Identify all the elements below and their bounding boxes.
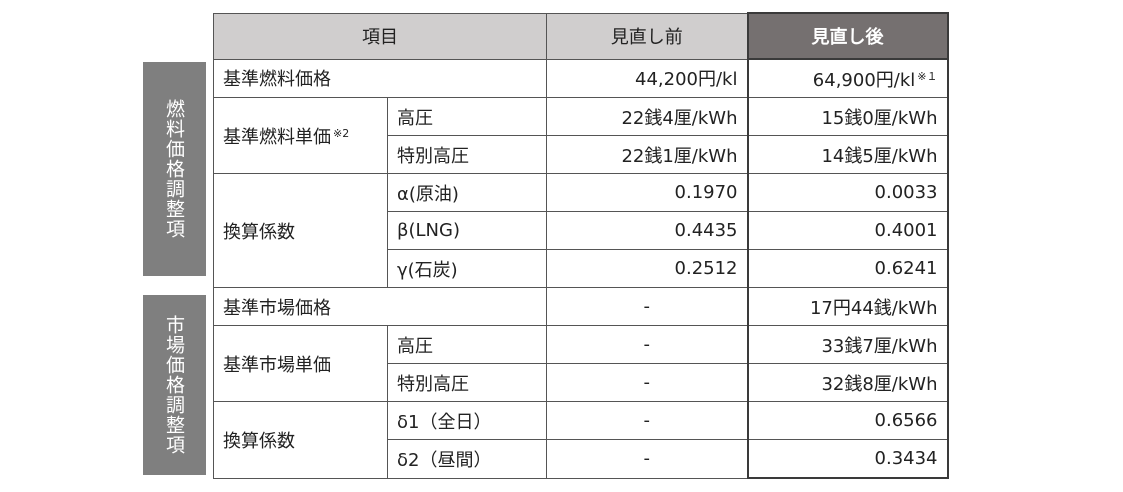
table-cell: 基準市場単価: [213, 325, 388, 402]
header-cell: 項目: [213, 12, 547, 60]
table-cell: 特別高圧: [387, 363, 547, 402]
table-cell: 44,200円/kl: [546, 58, 748, 98]
cell-text: 換算係数: [223, 430, 295, 452]
table-cell: 0.4435: [546, 211, 748, 250]
table-cell: 32銭8厘/kWh: [746, 363, 949, 402]
price-table: 項目 見直し前 見直し後 基準燃料価格 44,200円/kl 64,900円/kl ※…: [213, 12, 949, 479]
table-cell: γ(石炭): [387, 249, 547, 288]
table-cell: δ1（全日）: [387, 401, 547, 440]
cell-text: 基準燃料価格: [223, 69, 331, 91]
table-cell: -: [546, 439, 748, 479]
header-row: 項目 見直し前 見直し後: [213, 12, 949, 60]
table-cell: 0.6241: [746, 249, 949, 288]
cell-text: 基準燃料単価: [223, 126, 331, 148]
table-cell: δ2（昼間）: [387, 439, 547, 479]
table-row: 基準燃料単価 ※2 高圧 22銭4厘/kWh 15銭0厘/kWh: [213, 97, 949, 174]
table-cell: 基準燃料単価 ※2: [213, 97, 388, 174]
side-label: 市場価格調整項: [143, 295, 206, 475]
table-cell: -: [546, 287, 748, 326]
cell-text: 17円44銭/kWh: [809, 297, 938, 319]
table-cell: 0.2512: [546, 249, 748, 288]
table-cell: 基準燃料価格: [213, 58, 547, 98]
table-cell: -: [546, 325, 748, 364]
table-row: β(LNG) 0.4435 0.4001: [214, 211, 949, 250]
table-cell: 高圧: [387, 325, 547, 364]
table-row: δ2（昼間） -0.3434: [214, 439, 949, 479]
table-cell: α(原油): [387, 173, 547, 212]
table-header: 項目 見直し前 見直し後: [213, 12, 949, 60]
table-row: 換算係数 α(原油) 0.1970 0.0033: [213, 173, 949, 288]
table-cell: 15銭0厘/kWh: [746, 97, 949, 136]
table-cell: 17円44銭/kWh: [746, 287, 949, 326]
table-row: 特別高圧 -32銭8厘/kWh: [214, 363, 949, 402]
table-cell: 0.0033: [746, 173, 949, 212]
table-cell: 高圧: [387, 97, 547, 136]
table-cell: 0.6566: [746, 401, 949, 440]
table-row: 基準市場単価 高圧 -33銭7厘/kWh: [213, 325, 949, 402]
table-cell: β(LNG): [387, 211, 547, 250]
cell-text: 基準市場単価: [223, 354, 331, 376]
table-cell: 換算係数: [213, 173, 388, 288]
cell-text: 基準市場価格: [223, 297, 331, 319]
table-cell: 0.4001: [746, 211, 949, 250]
table-cell: -: [546, 401, 748, 440]
table-cell: -: [546, 363, 748, 402]
table-cell: 22銭1厘/kWh: [546, 135, 748, 174]
table-row: 基準市場価格 - 17円44銭/kWh: [213, 287, 949, 326]
table-cell: 33銭7厘/kWh: [746, 325, 949, 364]
footnote-mark: ※１: [917, 69, 938, 83]
header-cell: 見直し後: [746, 12, 949, 60]
table-cell: 64,900円/kl ※１: [746, 58, 949, 98]
table-cell: 換算係数: [213, 401, 388, 479]
table-row: 特別高圧 22銭1厘/kWh 14銭5厘/kWh: [214, 135, 949, 174]
table-cell: 特別高圧: [387, 135, 547, 174]
footnote-mark: ※2: [333, 126, 350, 140]
side-label: 燃料価格調整項: [143, 62, 206, 276]
table-row: 換算係数 δ1（全日） -0.6566: [213, 401, 949, 479]
table-cell: 14銭5厘/kWh: [746, 135, 949, 174]
cell-text: 換算係数: [223, 221, 295, 243]
table-body: 基準燃料価格 44,200円/kl 64,900円/kl ※１ 基準燃料単価 ※2 高圧 22…: [213, 58, 949, 479]
table-cell: 基準市場価格: [213, 287, 547, 326]
header-cell: 見直し前: [546, 12, 748, 60]
table-cell: 0.1970: [546, 173, 748, 212]
cell-text: 64,900円/kl: [812, 69, 916, 91]
table-cell: 22銭4厘/kWh: [546, 97, 748, 136]
table-row: γ(石炭) 0.2512 0.6241: [214, 249, 949, 288]
table-row: 基準燃料価格 44,200円/kl 64,900円/kl ※１: [213, 58, 949, 98]
table-cell: 0.3434: [746, 439, 949, 479]
